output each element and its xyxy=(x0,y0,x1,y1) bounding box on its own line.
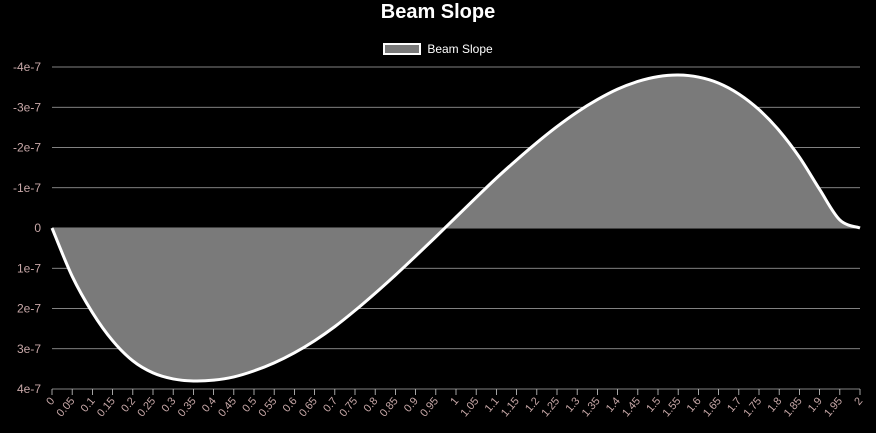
y-tick-label: 3e-7 xyxy=(17,342,41,356)
x-tick-label: 0.75 xyxy=(337,395,360,419)
x-tick-label: 1.45 xyxy=(620,395,643,419)
y-tick-label: -2e-7 xyxy=(13,141,41,155)
y-axis-labels: -4e-7 -3e-7 -2e-7 -1e-7 0 1e-7 2e-7 3e-7 4e-7 xyxy=(13,60,41,396)
y-tick-label: -4e-7 xyxy=(13,60,41,74)
y-tick-label: -1e-7 xyxy=(13,181,41,195)
x-tick-label: 1.15 xyxy=(499,395,522,419)
y-tick-label: 4e-7 xyxy=(17,382,41,396)
series-line xyxy=(50,73,861,383)
x-tick-label: 0.65 xyxy=(297,395,320,419)
x-tick-label: 1 xyxy=(448,395,461,407)
x-tick-label: 1.75 xyxy=(741,395,764,419)
x-tick-label: 0.55 xyxy=(257,395,280,419)
y-tick-label: 2e-7 xyxy=(17,302,41,316)
x-tick-label: 2 xyxy=(852,395,865,407)
legend[interactable]: Beam Slope xyxy=(0,42,876,56)
y-tick-label: -3e-7 xyxy=(13,100,41,114)
x-tick-label: 1.05 xyxy=(459,395,482,419)
x-tick-label: 0.95 xyxy=(418,395,441,419)
x-tick-label: 1.95 xyxy=(822,395,845,419)
x-tick-label: 1.35 xyxy=(580,395,603,419)
x-tick-label: 0.15 xyxy=(95,395,118,419)
series-area xyxy=(50,73,861,383)
x-tick-label: 1.25 xyxy=(539,395,562,419)
x-tick-label: 1.55 xyxy=(661,395,684,419)
x-axis-labels: 00.05 0.10.15 0.20.25 0.30.35 0.40.45 0.50.55… xyxy=(44,395,865,419)
x-tick-label: 0.45 xyxy=(216,395,239,419)
legend-label: Beam Slope xyxy=(427,42,493,56)
legend-swatch xyxy=(383,43,422,55)
x-tick-label: 1.65 xyxy=(701,395,724,419)
x-tick-label: 0.25 xyxy=(135,395,158,419)
x-tick-label: 0.05 xyxy=(55,395,78,419)
series-area-fill xyxy=(52,75,860,382)
y-tick-label: 0 xyxy=(34,221,41,235)
y-tick-label: 1e-7 xyxy=(17,261,41,275)
chart-title: Beam Slope xyxy=(380,1,496,23)
x-tick-label: 1.85 xyxy=(782,395,805,419)
x-tick-label: 0.35 xyxy=(176,395,199,419)
x-tick-label: 0.85 xyxy=(378,395,401,419)
x-tick-label: 0 xyxy=(44,395,57,407)
